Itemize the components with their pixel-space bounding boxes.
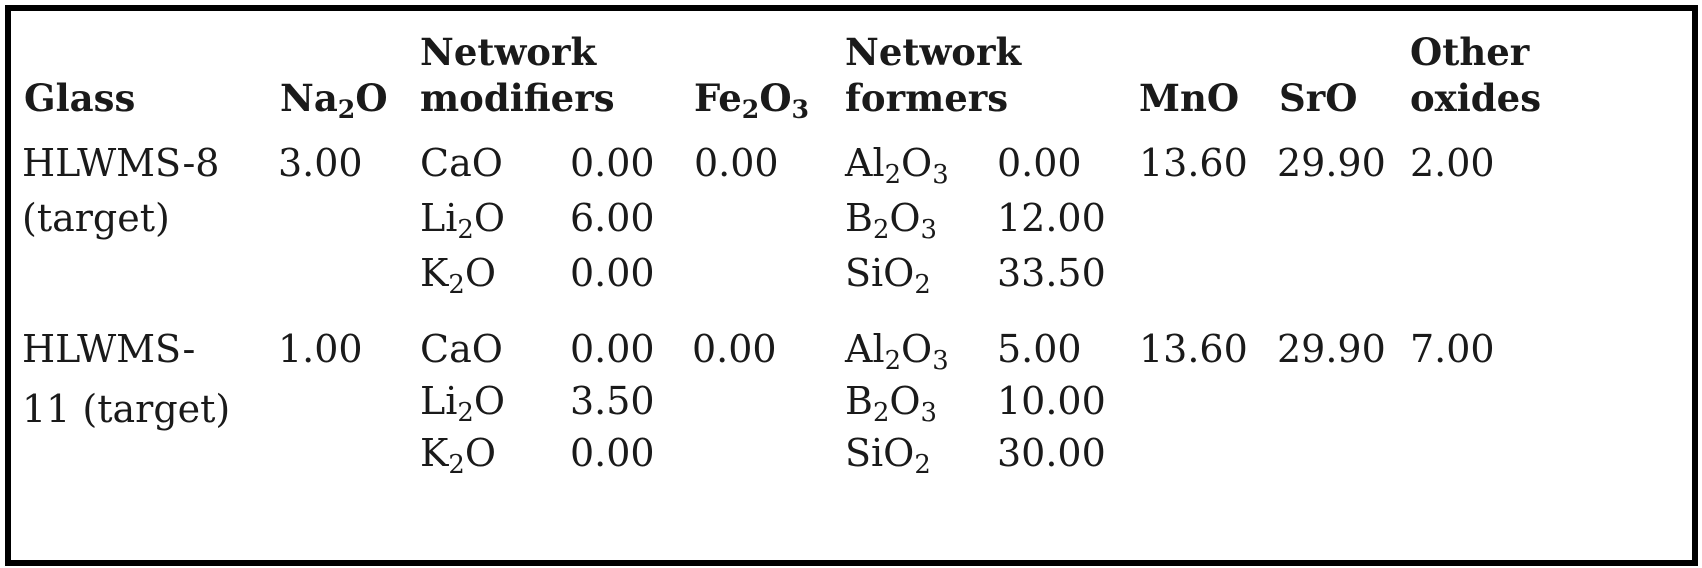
- header-sro: SrO: [1279, 76, 1358, 120]
- header-network-modifiers-line1: Network: [420, 30, 597, 74]
- row1-mod-k2o: K2O: [420, 251, 496, 301]
- row2-form-b2o3-value: 10.00: [997, 379, 1106, 423]
- row2-na2o: 1.00: [278, 327, 363, 371]
- header-mno: MnO: [1139, 76, 1240, 120]
- row1-form-b2o3-value: 12.00: [997, 196, 1106, 240]
- row1-form-al2o3-value: 0.00: [997, 141, 1082, 185]
- row1-mod-cao: CaO: [420, 141, 503, 185]
- row1-mod-li2o-value: 6.00: [570, 196, 655, 240]
- row2-glass-line1: HLWMS-: [22, 327, 196, 371]
- row2-form-sio2: SiO2: [845, 431, 931, 481]
- row2-form-b2o3: B2O3: [845, 379, 937, 429]
- row1-form-b2o3: B2O3: [845, 196, 937, 246]
- row2-mod-cao: CaO: [420, 327, 503, 371]
- row1-form-sio2-value: 33.50: [997, 251, 1106, 295]
- row1-glass-line1: HLWMS-8: [22, 141, 220, 185]
- row1-other-oxides: 2.00: [1410, 141, 1495, 185]
- row1-form-sio2: SiO2: [845, 251, 931, 301]
- row2-sro: 29.90: [1277, 327, 1386, 371]
- header-network-formers-line1: Network: [845, 30, 1022, 74]
- table-frame: [5, 5, 1698, 566]
- row2-form-al2o3-value: 5.00: [997, 327, 1082, 371]
- row2-mod-k2o: K2O: [420, 431, 496, 481]
- header-network-modifiers-line2: modifiers: [420, 76, 615, 120]
- row1-mod-k2o-value: 0.00: [570, 251, 655, 295]
- header-other-oxides-line1: Other: [1410, 30, 1530, 74]
- row2-mod-k2o-value: 0.00: [570, 431, 655, 475]
- row2-mod-li2o-value: 3.50: [570, 379, 655, 423]
- row1-mod-li2o: Li2O: [420, 196, 505, 246]
- row1-sro: 29.90: [1277, 141, 1386, 185]
- row2-form-sio2-value: 30.00: [997, 431, 1106, 475]
- row2-fe2o3: 0.00: [692, 327, 777, 371]
- row1-fe2o3: 0.00: [694, 141, 779, 185]
- row2-form-al2o3: Al2O3: [845, 327, 949, 377]
- header-network-formers-line2: formers: [845, 76, 1009, 120]
- row2-other-oxides: 7.00: [1410, 327, 1495, 371]
- header-na2o: Na2O: [280, 76, 388, 125]
- header-other-oxides-line2: oxides: [1410, 76, 1542, 120]
- header-fe2o3: Fe2O3: [694, 76, 810, 125]
- row1-na2o: 3.00: [278, 141, 363, 185]
- row1-form-al2o3: Al2O3: [845, 141, 949, 191]
- header-glass: Glass: [24, 76, 136, 120]
- row1-mno: 13.60: [1139, 141, 1248, 185]
- row1-mod-cao-value: 0.00: [570, 141, 655, 185]
- row2-glass-line2: 11 (target): [22, 387, 231, 431]
- row2-mod-cao-value: 0.00: [570, 327, 655, 371]
- row2-mno: 13.60: [1139, 327, 1248, 371]
- row2-mod-li2o: Li2O: [420, 379, 505, 429]
- row1-glass-line2: (target): [22, 196, 170, 240]
